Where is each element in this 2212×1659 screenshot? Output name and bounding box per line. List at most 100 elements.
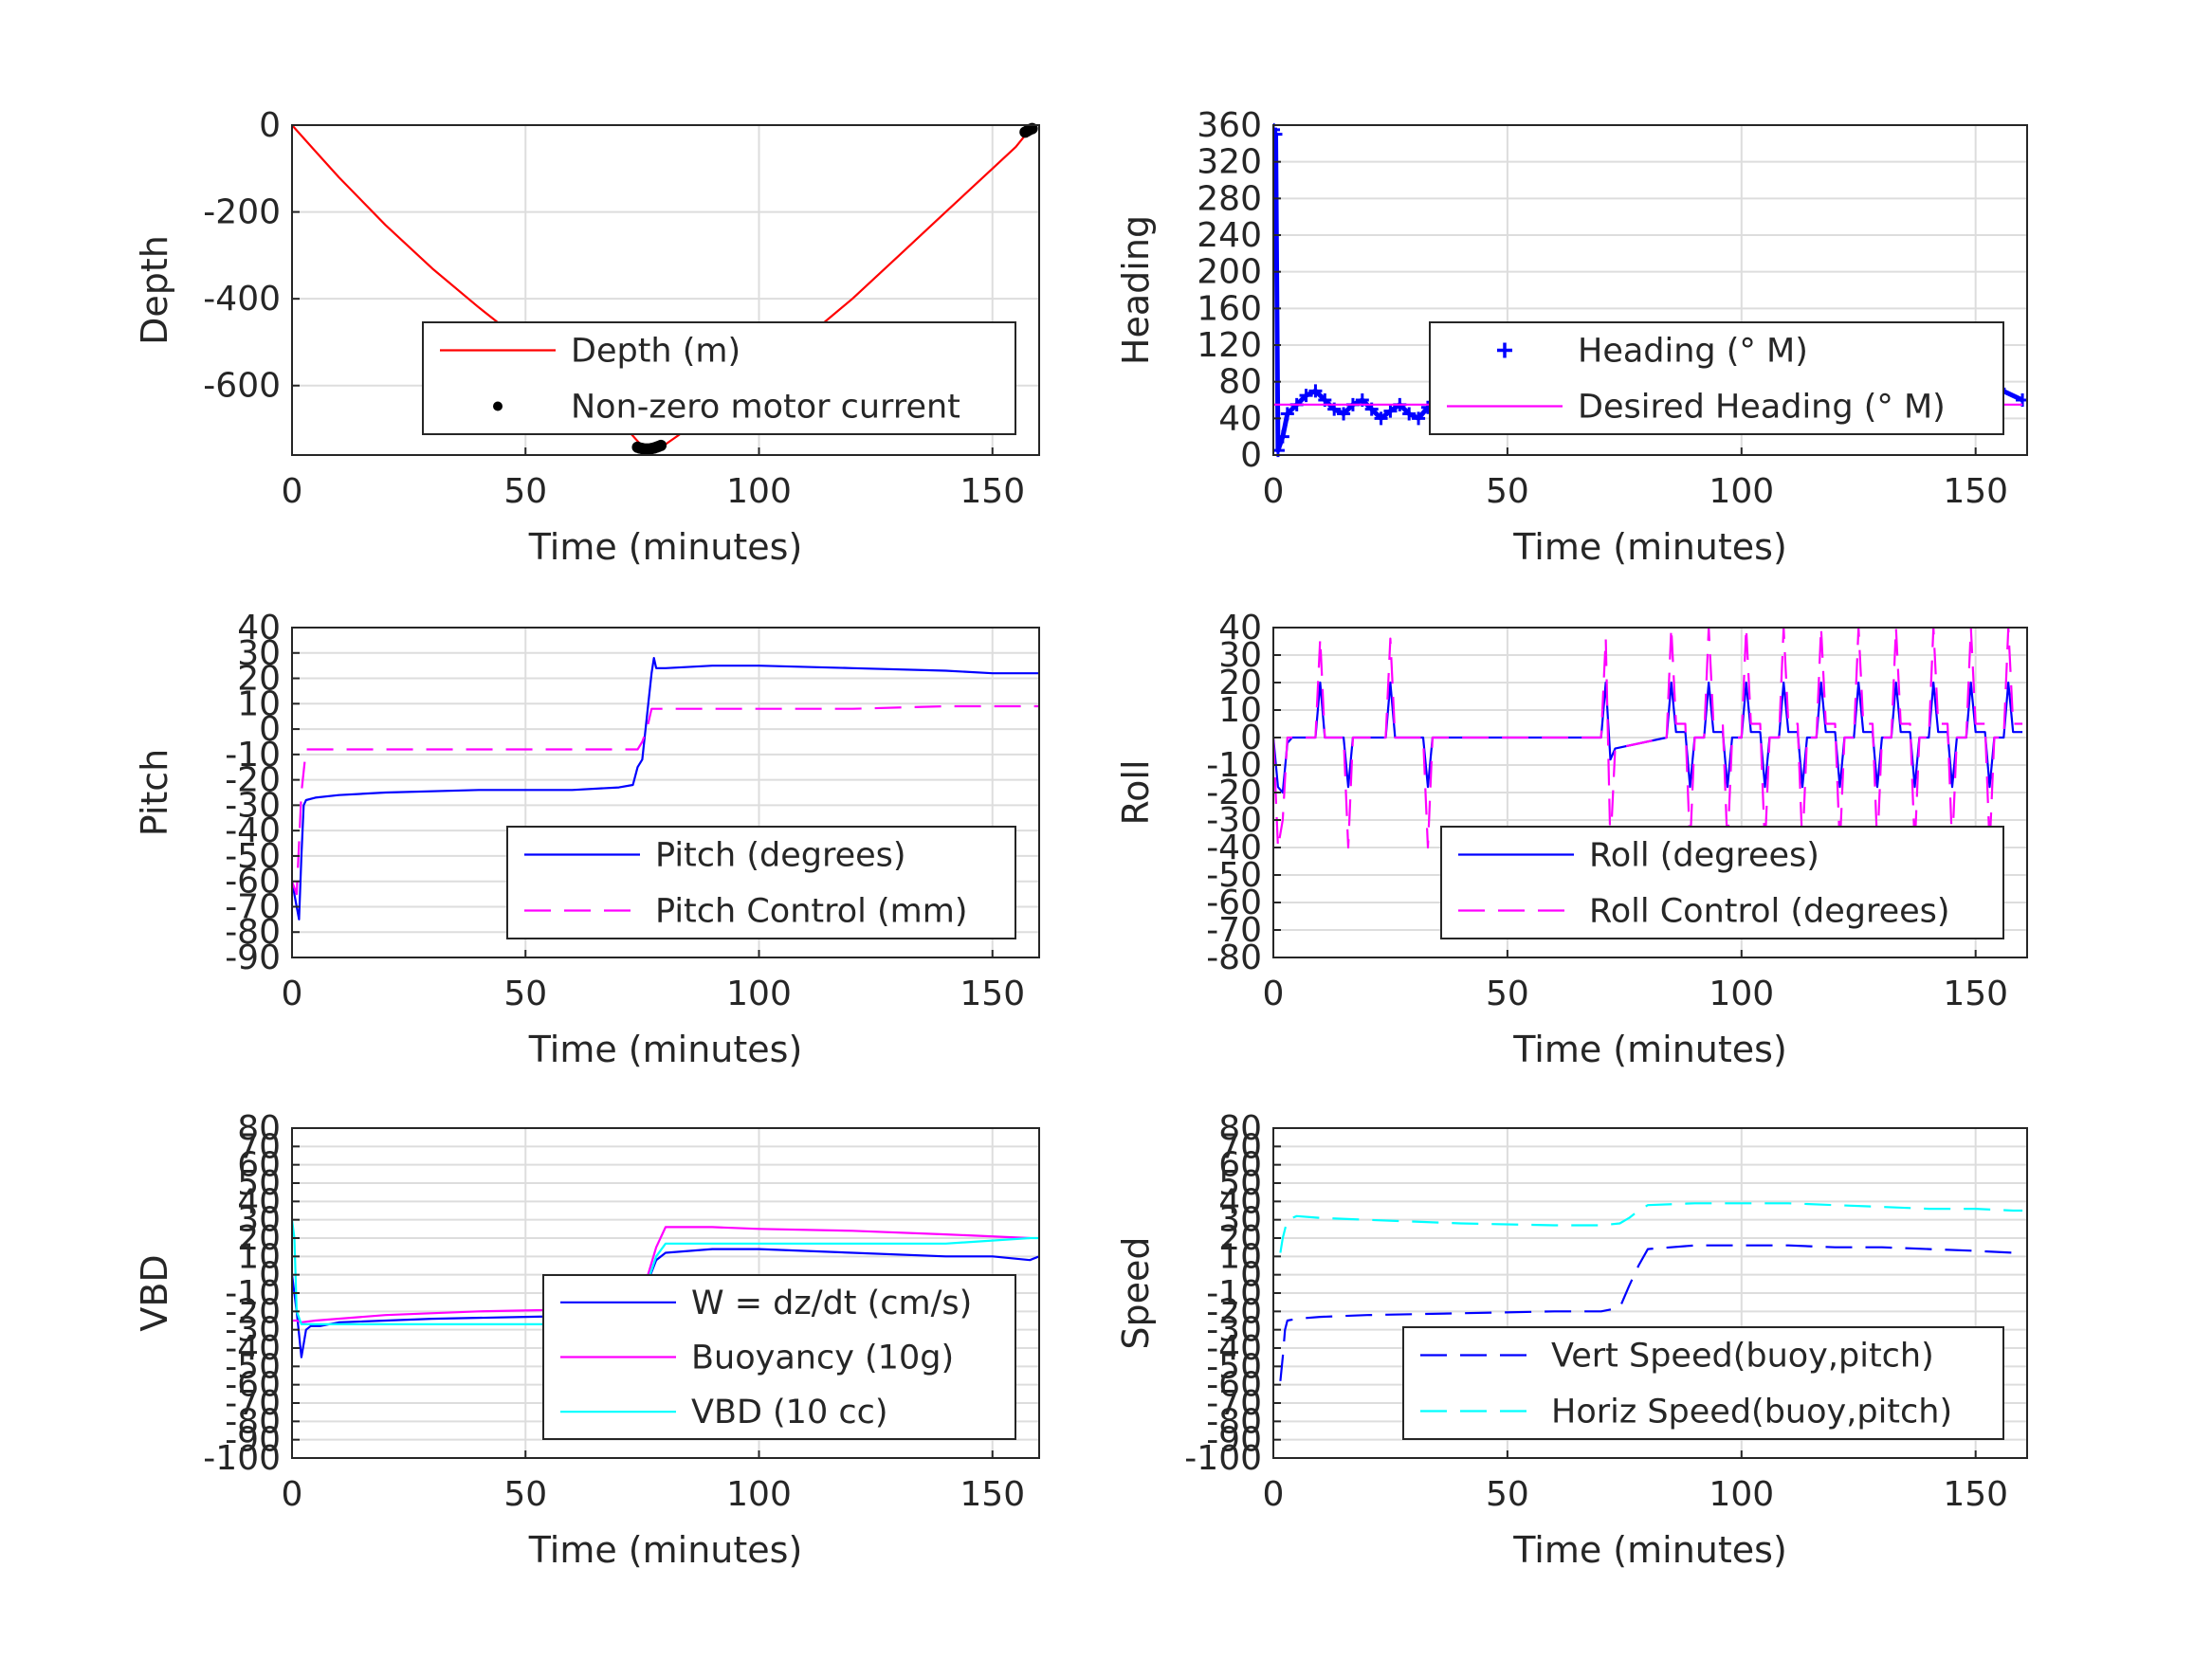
x-axis-label: Time (minutes) [528,1529,803,1571]
y-tick-label: -90 [1206,1421,1262,1460]
y-tick-label: 20 [1218,664,1262,702]
y-tick-label: -20 [225,761,281,800]
y-tick-label: 20 [237,1219,281,1258]
y-tick-label: 40 [237,1182,281,1221]
x-tick-label: 0 [282,975,303,1013]
legend-label: W = dz/dt (cm/s) [691,1285,972,1322]
y-tick-label: -80 [1206,1402,1262,1441]
y-tick-label: 10 [237,684,281,723]
legend: Depth (m) Non-zero motor current [422,321,1016,435]
y-tick-label: -50 [225,1347,281,1386]
x-axis-label: Time (minutes) [528,526,803,568]
y-tick-label: -30 [1206,1311,1262,1350]
y-tick-label: -100 [203,1439,281,1478]
y-tick-label: -10 [225,736,281,775]
y-tick-label: -600 [203,367,281,406]
y-tick-label: -90 [225,939,281,977]
legend: Vert Speed(buoy,pitch) Horiz Speed(buoy,p… [1402,1326,2004,1440]
x-tick-label: 150 [960,1475,1025,1514]
y-tick-label: 320 [1197,143,1262,182]
x-tick-label: 150 [1943,472,2008,511]
series-heading-1-point [1337,407,1351,421]
y-tick-label: 30 [1218,636,1262,675]
y-tick-label: -70 [225,1384,281,1423]
y-tick-label: -50 [225,837,281,876]
series-depth-2-point [655,439,667,451]
y-tick-label: 70 [237,1127,281,1166]
legend-label: VBD (10 cc) [691,1394,888,1431]
y-tick-label: -60 [225,1366,281,1405]
y-tick-label: 0 [1240,436,1262,475]
y-tick-label: -400 [203,280,281,319]
y-tick-label: 120 [1197,326,1262,365]
y-tick-label: -40 [225,1329,281,1368]
legend-box [1429,321,2004,435]
y-tick-label: -50 [1206,1347,1262,1386]
y-tick-label: 200 [1197,253,1262,292]
legend: Heading (° M) Desired Heading (° M) [1429,321,2004,435]
series-heading-1-point [1402,407,1417,421]
x-axis-label: Time (minutes) [1512,1029,1787,1070]
y-tick-label: -60 [1206,884,1262,922]
y-tick-label: -10 [1206,746,1262,785]
y-tick-label: 30 [237,1201,281,1240]
y-axis-label: Roll [1115,759,1157,825]
y-tick-label: -80 [1206,939,1262,977]
series-pitch-2-line [292,704,1039,896]
y-tick-label: -40 [1206,1329,1262,1368]
series-heading-1-point [1275,429,1289,444]
x-tick-label: 150 [960,975,1025,1013]
y-tick-label: 50 [237,1164,281,1203]
y-tick-label: -60 [225,863,281,902]
series-heading-1-point [1273,122,1280,137]
y-tick-label: -40 [225,811,281,850]
series-heading-1-point [1412,411,1426,426]
y-tick-label: 0 [259,710,281,749]
axes-frame [291,627,1040,958]
x-tick-label: 50 [1486,975,1529,1013]
legend-label: Buoyancy (10g) [691,1340,954,1377]
legend-label: Horiz Speed(buoy,pitch) [1551,1394,1952,1431]
y-tick-label: 70 [1218,1127,1262,1166]
series-speed-1-line [1279,1244,2023,1381]
y-tick-label: 60 [237,1146,281,1185]
y-tick-label: 10 [237,1237,281,1276]
series-heading-1-point [1280,407,1294,421]
series-heading-1-point [1374,411,1388,426]
y-axis-label: Heading [1115,215,1157,365]
x-tick-label: 0 [1263,975,1285,1013]
x-tick-label: 50 [503,1475,547,1514]
y-tick-label: 80 [237,1109,281,1148]
axes-frame [1272,124,2028,456]
y-tick-label: 20 [237,660,281,699]
legend-box [1440,826,2004,939]
y-tick-label: 40 [1218,609,1262,647]
y-tick-label: 160 [1197,289,1262,328]
legend-box [1402,1326,2004,1440]
y-tick-label: -20 [225,1292,281,1331]
y-tick-label: -60 [1206,1366,1262,1405]
plot-roll: 0 50 100 150403020100-10-20-30-40-50-60-70-… [1115,609,2028,1070]
x-tick-label: 50 [503,472,547,511]
y-tick-label: 80 [1218,1109,1262,1148]
x-tick-label: 150 [1943,975,2008,1013]
y-tick-label: 10 [1218,1237,1262,1276]
y-tick-label: 0 [259,1256,281,1295]
x-tick-label: 0 [282,472,303,511]
plot-vbd: 0 50 100 15080706050403020100-10-20-30-40-5… [134,1109,1040,1571]
x-axis-label: Time (minutes) [528,1029,803,1070]
y-tick-label: -40 [1206,829,1262,867]
y-tick-label: 20 [1218,1219,1262,1258]
legend-label: Pitch (degrees) [655,837,906,875]
legend-label: Desired Heading (° M) [1578,389,1946,427]
plot-pitch: 0 50 100 150403020100-10-20-30-40-50-60-70-… [134,609,1040,1070]
series-pitch-1-line [292,656,1039,921]
y-tick-label: -80 [225,913,281,952]
y-tick-label: 50 [1218,1164,1262,1203]
x-tick-label: 50 [503,975,547,1013]
y-tick-label: 240 [1197,216,1262,255]
x-tick-label: 100 [726,472,792,511]
series-speed-2-line [1279,1202,2023,1253]
x-axis-label: Time (minutes) [1512,1529,1787,1571]
y-axis-label: Pitch [134,749,175,837]
